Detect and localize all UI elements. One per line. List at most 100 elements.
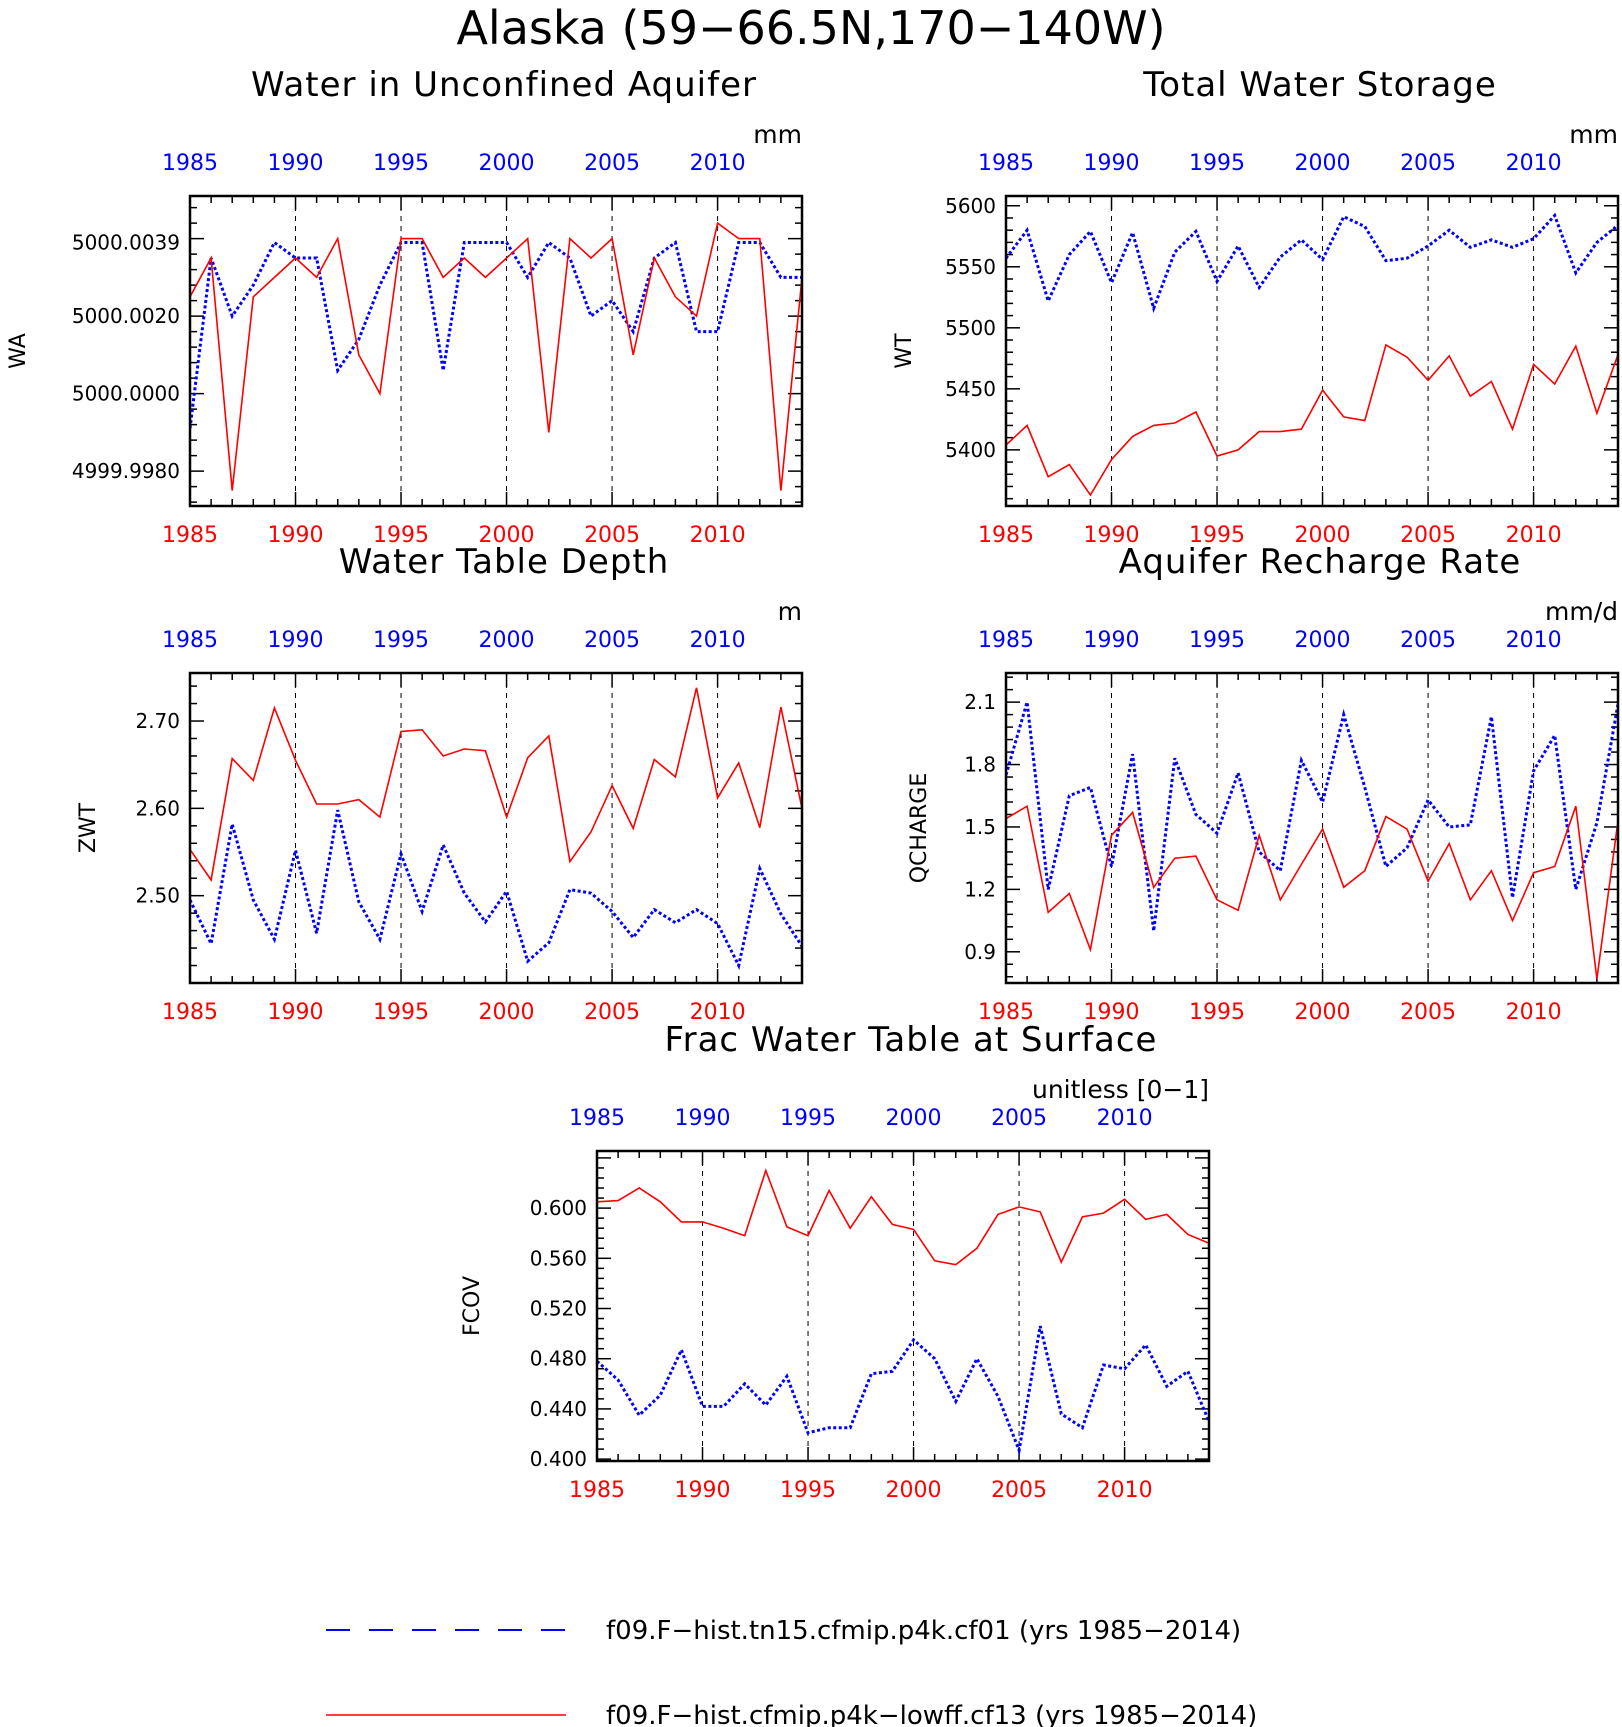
- x-tick-label-top: 2000: [886, 1106, 942, 1131]
- y-tick-label: 2.1: [964, 690, 996, 714]
- x-tick-label-bottom: 1990: [268, 1000, 324, 1025]
- x-tick-label-bottom: 2000: [479, 523, 535, 548]
- y-tick-label: 5450: [945, 377, 996, 401]
- y-tick-label: 4999.9980: [72, 459, 180, 483]
- x-tick-label-top: 2000: [479, 628, 535, 653]
- y-tick-label: 0.440: [530, 1397, 587, 1421]
- chart-title: Aquifer Recharge Rate: [1119, 542, 1522, 582]
- y-axis-label: FCOV: [460, 1276, 485, 1336]
- y-axis-label: QCHARGE: [907, 773, 932, 884]
- y-tick-label: 0.400: [530, 1447, 587, 1471]
- chart-title: Water in Unconfined Aquifer: [251, 65, 757, 105]
- y-tick-label: 0.600: [530, 1196, 587, 1220]
- x-tick-label-bottom: 1990: [675, 1478, 731, 1503]
- series-line-cf01: [1006, 212, 1618, 314]
- chart-qcharge: Aquifer Recharge Rate mm/d QCHARGE 1985 1985…: [907, 542, 1620, 1025]
- y-tick-label: 5000.0000: [72, 382, 180, 406]
- y-axis-label: WA: [6, 333, 31, 369]
- x-tick-label-bottom: 2000: [1295, 523, 1351, 548]
- x-tick-label-bottom: 2005: [584, 1000, 640, 1025]
- y-tick-label: 5500: [945, 316, 996, 340]
- series-line-cf13: [190, 221, 802, 491]
- x-tick-label-bottom: 2000: [1295, 1000, 1351, 1025]
- x-tick-label-top: 1985: [978, 628, 1034, 653]
- x-tick-label-bottom: 1990: [1084, 523, 1140, 548]
- series-line-cf01: [190, 809, 802, 970]
- x-tick-label-top: 2005: [991, 1106, 1047, 1131]
- plot-frame: [595, 1149, 1211, 1463]
- x-tick-label-top: 2005: [584, 628, 640, 653]
- y-tick-label: 5000.0039: [72, 231, 180, 255]
- x-tick-label-bottom: 1995: [373, 523, 429, 548]
- x-tick-label-bottom: 1995: [1189, 523, 1245, 548]
- x-tick-label-top: 2010: [1506, 151, 1562, 176]
- y-tick-label: 2.70: [135, 709, 180, 733]
- series-line-cf01: [597, 1325, 1209, 1456]
- x-tick-label-bottom: 2005: [584, 523, 640, 548]
- chart-title: Frac Water Table at Surface: [665, 1020, 1158, 1060]
- x-tick-label-top: 2005: [1400, 628, 1456, 653]
- y-tick-label: 0.520: [530, 1297, 587, 1321]
- x-tick-label-bottom: 1990: [268, 523, 324, 548]
- y-tick-label: 5400: [945, 438, 996, 462]
- x-tick-label-top: 2010: [1506, 628, 1562, 653]
- y-tick-label: 1.2: [964, 877, 996, 901]
- series-line-cf13: [597, 1168, 1209, 1266]
- x-tick-label-bottom: 1985: [162, 1000, 218, 1025]
- x-tick-label-bottom: 2010: [1506, 1000, 1562, 1025]
- x-tick-label-top: 1990: [1084, 628, 1140, 653]
- plot-frame: [188, 194, 804, 508]
- x-tick-label-top: 2010: [1097, 1106, 1153, 1131]
- x-tick-label-bottom: 2005: [1400, 1000, 1456, 1025]
- y-tick-label: 2.50: [135, 884, 180, 908]
- x-tick-label-top: 1995: [1189, 151, 1245, 176]
- legend-label-cf01: f09.F−hist.tn15.cfmip.p4k.cf01 (yrs 1985…: [606, 1616, 1241, 1646]
- x-tick-label-top: 2005: [1400, 151, 1456, 176]
- x-tick-label-top: 2000: [479, 151, 535, 176]
- x-tick-label-top: 2010: [690, 151, 746, 176]
- x-tick-label-bottom: 2000: [886, 1478, 942, 1503]
- x-tick-label-top: 1985: [162, 628, 218, 653]
- x-tick-label-bottom: 1990: [1084, 1000, 1140, 1025]
- plot-frame: [1004, 671, 1620, 985]
- x-tick-label-bottom: 2010: [1097, 1478, 1153, 1503]
- y-tick-label: 0.560: [530, 1246, 587, 1270]
- x-tick-label-top: 1995: [373, 151, 429, 176]
- y-tick-label: 2.60: [135, 796, 180, 820]
- x-tick-label-bottom: 2005: [991, 1478, 1047, 1503]
- series-line-cf13: [190, 687, 802, 883]
- x-tick-label-top: 1990: [1084, 151, 1140, 176]
- y-tick-label: 5000.0020: [72, 304, 180, 328]
- x-tick-label-bottom: 2005: [1400, 523, 1456, 548]
- x-tick-label-top: 1990: [268, 628, 324, 653]
- x-tick-label-top: 1985: [162, 151, 218, 176]
- x-tick-label-top: 1995: [1189, 628, 1245, 653]
- y-tick-label: 1.5: [964, 815, 996, 839]
- units-label: mm: [753, 120, 802, 149]
- x-tick-label-bottom: 1985: [978, 1000, 1034, 1025]
- units-label: mm: [1569, 120, 1618, 149]
- x-tick-label-top: 2010: [690, 628, 746, 653]
- y-tick-label: 5600: [945, 194, 996, 218]
- x-tick-label-bottom: 1985: [978, 523, 1034, 548]
- chart-title: Water Table Depth: [339, 542, 670, 582]
- x-tick-label-bottom: 2010: [690, 1000, 746, 1025]
- x-tick-label-top: 2000: [1295, 628, 1351, 653]
- series-line-cf13: [1006, 343, 1618, 497]
- x-tick-label-top: 1990: [675, 1106, 731, 1131]
- chart-panels: Water in Unconfined Aquifer mm WA 1985 1985 1…: [6, 65, 1620, 1503]
- units-label: unitless [0−1]: [1032, 1075, 1209, 1104]
- x-tick-label-bottom: 1995: [373, 1000, 429, 1025]
- series-line-cf13: [1006, 804, 1618, 979]
- plot-frame: [188, 671, 804, 985]
- y-tick-label: 0.480: [530, 1347, 587, 1371]
- legend-label-cf13: f09.F−hist.cfmip.p4k−lowff.cf13 (yrs 198…: [606, 1701, 1257, 1727]
- x-tick-label-bottom: 1985: [162, 523, 218, 548]
- units-label: m: [778, 597, 802, 626]
- x-tick-label-bottom: 1995: [780, 1478, 836, 1503]
- x-tick-label-bottom: 2000: [479, 1000, 535, 1025]
- x-tick-label-top: 2005: [584, 151, 640, 176]
- y-tick-label: 5550: [945, 255, 996, 279]
- y-axis-label: WT: [892, 333, 917, 369]
